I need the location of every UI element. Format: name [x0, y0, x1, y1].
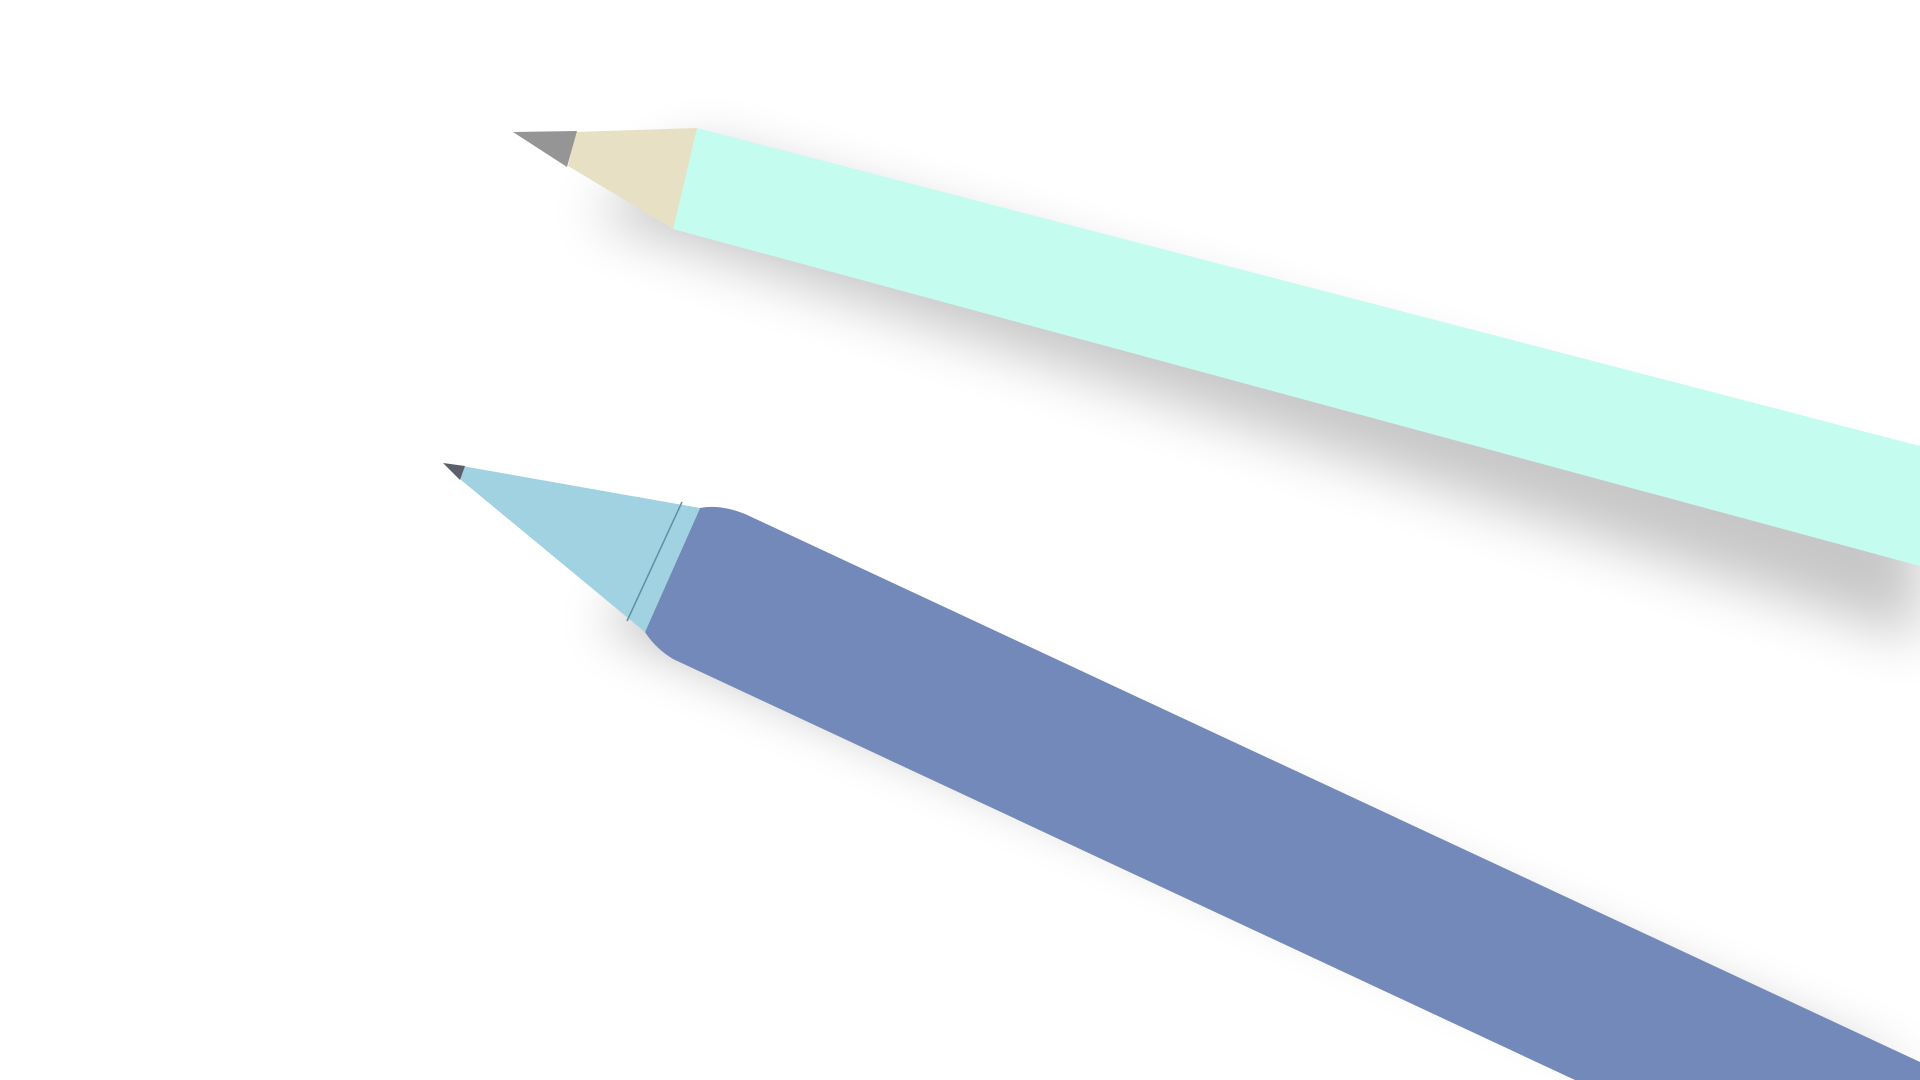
- pencil: [513, 128, 1920, 566]
- pen-tip-seam: [626, 501, 683, 622]
- pen-nib: [443, 463, 465, 480]
- pencil-body: [673, 128, 1920, 566]
- pencil-wood-tip: [568, 128, 697, 229]
- pencil-lead: [513, 131, 577, 167]
- pen-body: [645, 506, 1920, 1080]
- pen: [443, 463, 1920, 1080]
- pen-cone-tip: [455, 466, 700, 632]
